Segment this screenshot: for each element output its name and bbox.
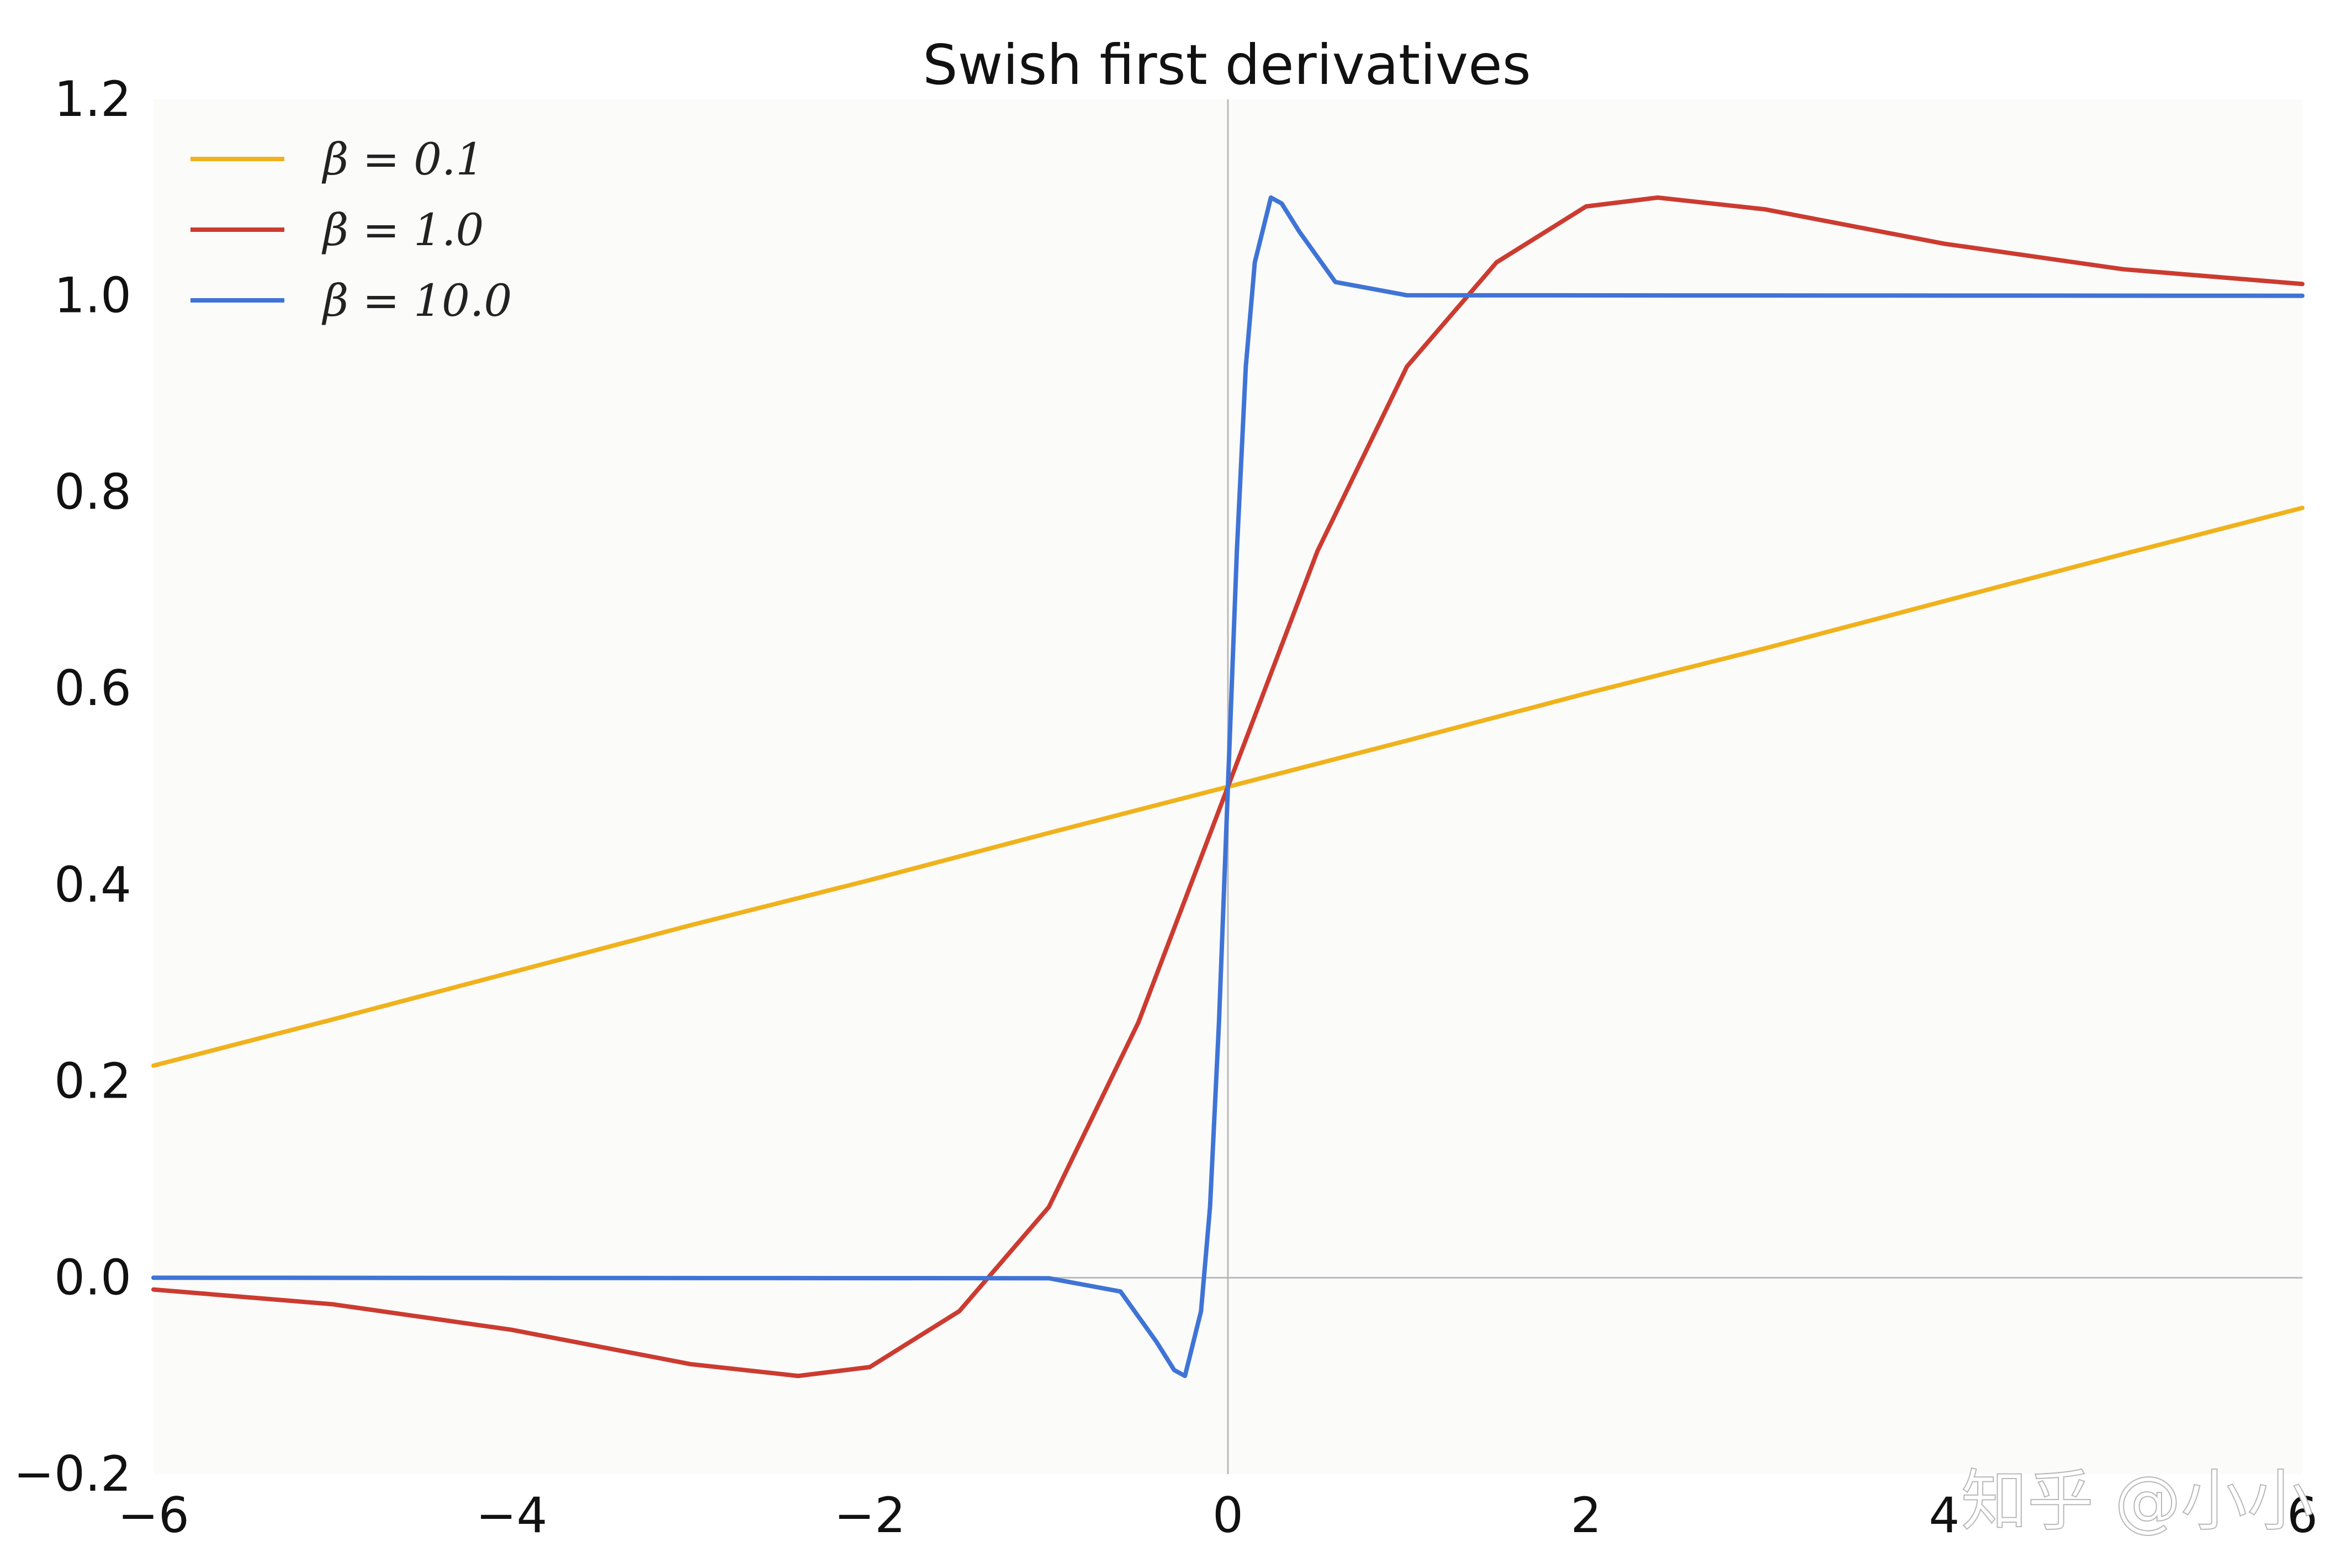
x-tick-label: 4 [1929,1487,1959,1544]
y-tick-label: 1.2 [54,71,131,128]
x-tick-label: 6 [2287,1487,2318,1544]
y-tick-label: 0.2 [54,1053,131,1110]
y-axis-ticks: −0.2 0.0 0.2 0.4 0.6 0.8 1.0 1.2 [13,71,131,1502]
x-tick-label: 0 [1212,1487,1243,1544]
y-tick-label: 0.4 [54,856,131,913]
y-tick-label: 0.0 [54,1249,131,1306]
series-layer [151,195,2305,1379]
legend-label-1: β = 1.0 [321,204,484,256]
legend-label-0: β = 0.1 [321,134,484,185]
x-tick-label: 2 [1571,1487,1602,1544]
legend: β = 0.1 β = 1.0 β = 10.0 [190,134,512,326]
legend-label-2: β = 10.0 [321,275,512,326]
chart-title: Swish first derivatives [923,33,1531,97]
watermark-text: 知乎 @小小 [1961,1463,2313,1540]
y-tick-label: 1.0 [54,267,131,324]
series-line-2 [151,195,2305,1379]
x-tick-label: −4 [476,1487,548,1544]
y-tick-label: 0.8 [54,463,131,520]
x-tick-label: −6 [118,1487,189,1544]
y-tick-label: −0.2 [13,1445,131,1502]
x-tick-label: −2 [834,1487,905,1544]
y-tick-label: 0.6 [54,660,131,717]
x-axis-ticks: −6 −4 −2 0 2 4 6 [118,1487,2318,1544]
